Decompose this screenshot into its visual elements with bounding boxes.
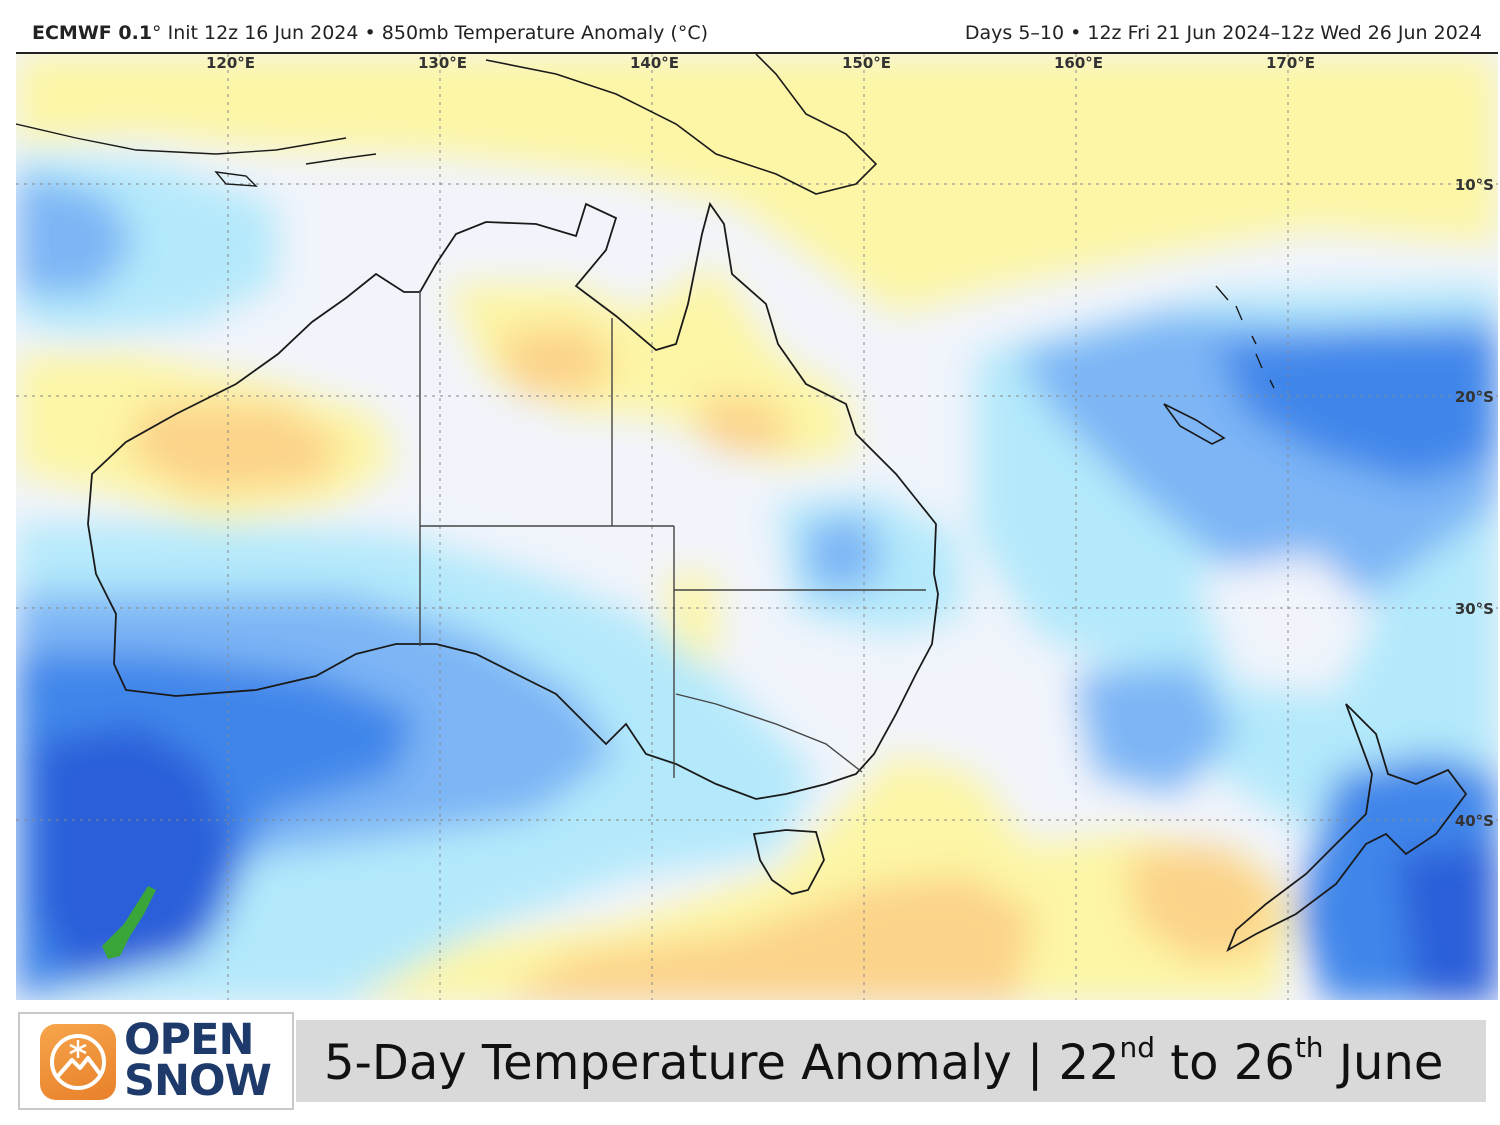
- marker-green-shape: [102, 886, 156, 959]
- logo-line-open: OPEN: [124, 1015, 254, 1065]
- header-left: ECMWF 0.1° Init 12z 16 Jun 2024 • 850mb …: [32, 22, 708, 44]
- forecast-title-banner: 5-Day Temperature Anomaly | 22nd to 26th…: [296, 1020, 1486, 1102]
- new-guinea-coastline: [485, 54, 878, 195]
- warm-patch-north-orange: [496, 324, 616, 394]
- map-header: ECMWF 0.1° Init 12z 16 Jun 2024 • 850mb …: [0, 0, 1500, 52]
- lat-label-10s: 10°S: [1455, 176, 1494, 194]
- warm-band-south: [349, 754, 1296, 1000]
- warm-patch-southeast: [1126, 844, 1276, 964]
- title-mid: to 26: [1155, 1035, 1295, 1091]
- title-sup-nd: nd: [1119, 1031, 1156, 1064]
- title-end: June: [1323, 1035, 1444, 1091]
- opensnow-logo: OPEN SNOW: [18, 1012, 294, 1110]
- very-cold-southwest: [36, 724, 236, 984]
- map-canvas: 120°E 130°E 140°E 150°E 160°E 170°E 10°S…: [16, 54, 1498, 1000]
- new-zealand-coastline: [1226, 703, 1468, 953]
- cold-pacific: [1216, 334, 1498, 484]
- title-main: 5-Day Temperature Anomaly | 22: [324, 1035, 1120, 1091]
- graticule: [16, 54, 1498, 1000]
- valid-period: Days 5–10 • 12z Fri 21 Jun 2024–12z Wed …: [964, 22, 1482, 44]
- lon-label-140: 140°E: [630, 54, 679, 72]
- lon-label-150: 150°E: [842, 54, 891, 72]
- very-cold-nz-east: [1396, 844, 1498, 1000]
- warm-band-north: [16, 54, 1498, 314]
- lon-label-170: 170°E: [1266, 54, 1315, 72]
- snowflake-mountain-icon: [40, 1024, 116, 1100]
- tasmania-coastline: [752, 829, 825, 895]
- logo-wordmark: OPEN SNOW: [124, 1015, 272, 1106]
- anomaly-fields: [16, 54, 1498, 1000]
- australia-coastline: [87, 201, 939, 800]
- lat-label-20s: 20°S: [1455, 388, 1494, 406]
- logo-line-snow: SNOW: [124, 1056, 272, 1106]
- latitude-labels: 10°S 20°S 30°S 40°S: [1455, 176, 1494, 830]
- indonesia-islands: [16, 123, 377, 187]
- cool-qld-core: [806, 514, 886, 594]
- lat-label-40s: 40°S: [1455, 812, 1494, 830]
- warm-patch-qld-orange: [696, 394, 796, 454]
- longitude-labels: 120°E 130°E 140°E 150°E 160°E 170°E: [206, 54, 1315, 72]
- warm-patch-south-orange: [499, 874, 1036, 1000]
- new-caledonia-coastline: [1163, 403, 1226, 445]
- temperature-anomaly-map: 120°E 130°E 140°E 150°E 160°E 170°E 10°S…: [16, 52, 1498, 1000]
- cool-tasman-mid: [1076, 664, 1236, 794]
- neutral-tasman-pocket: [1196, 554, 1376, 694]
- model-name: ECMWF 0.1: [32, 22, 153, 44]
- state-borders: [419, 290, 926, 778]
- vanuatu-islands: [1215, 285, 1275, 389]
- init-text: ° Init 12z 16 Jun 2024 • 850mb Temperatu…: [152, 22, 709, 44]
- lon-label-130: 130°E: [418, 54, 467, 72]
- cool-west-inner: [16, 174, 136, 294]
- title-sup-th: th: [1294, 1031, 1324, 1064]
- warm-patch-nw-orange: [126, 404, 346, 494]
- lon-label-120: 120°E: [206, 54, 255, 72]
- lat-label-30s: 30°S: [1455, 600, 1494, 618]
- lon-label-160: 160°E: [1054, 54, 1103, 72]
